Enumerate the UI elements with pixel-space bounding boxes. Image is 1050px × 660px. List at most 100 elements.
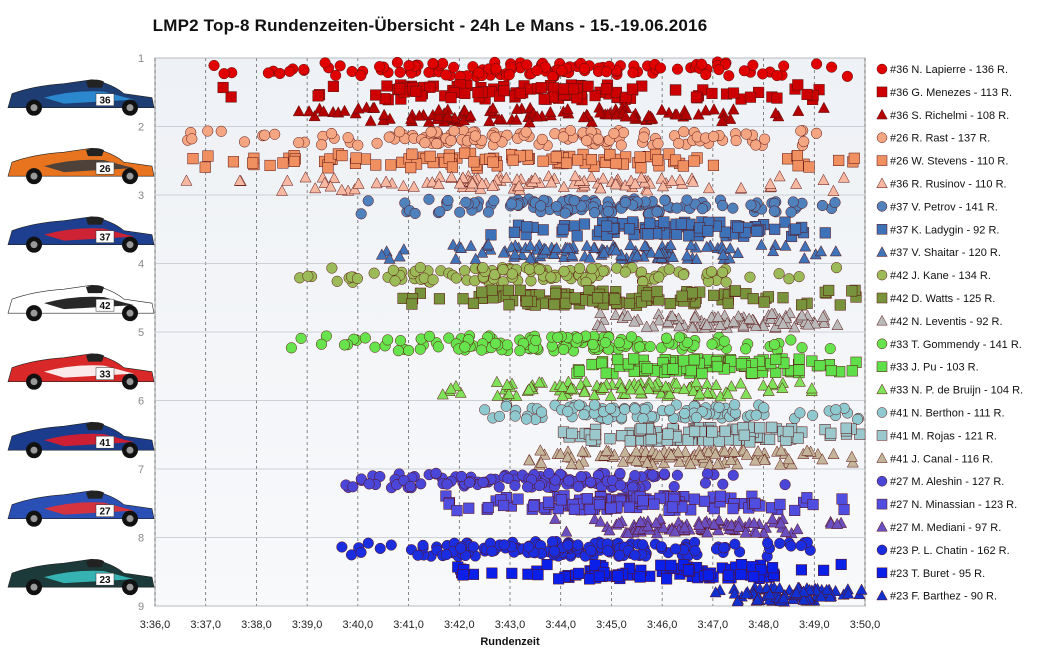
y-tick-label: 9: [138, 601, 144, 613]
data-point: [262, 67, 274, 79]
data-point: [362, 537, 374, 549]
data-point: [830, 404, 842, 416]
car-hub: [126, 104, 134, 112]
data-point: [818, 564, 830, 576]
car-image-36: 36: [7, 79, 155, 116]
x-tick-label: 3:36,0: [140, 619, 171, 631]
data-point: [627, 110, 640, 122]
data-point: [424, 81, 436, 93]
data-point: [493, 112, 505, 125]
data-point: [636, 80, 648, 92]
data-point: [671, 469, 683, 481]
data-point: [539, 243, 552, 255]
car-image-26: 26: [7, 147, 155, 185]
car-image-42: 42: [7, 284, 155, 322]
data-point: [580, 239, 593, 251]
data-point: [841, 70, 853, 82]
data-point: [699, 477, 712, 489]
data-point: [719, 226, 731, 238]
data-point: [371, 137, 383, 149]
data-point: [457, 569, 469, 581]
data-point: [508, 226, 520, 238]
data-point: [425, 126, 437, 138]
data-point: [493, 410, 506, 422]
data-point: [755, 238, 768, 250]
legend-item: #27 M. Mediani - 97 R.: [876, 520, 1001, 534]
data-point: [387, 264, 399, 276]
data-point: [793, 353, 805, 365]
data-point: [565, 382, 578, 394]
series-23: [709, 581, 868, 607]
data-point: [629, 469, 641, 482]
x-tick-label: 3:37,0: [190, 619, 221, 631]
data-point: [730, 135, 742, 147]
legend-label: #36 G. Menezes - 113 R.: [890, 87, 1012, 99]
data-point: [585, 476, 597, 488]
data-point: [503, 69, 515, 81]
data-point: [831, 517, 844, 529]
data-point: [446, 161, 459, 173]
data-point: [814, 360, 826, 372]
data-point: [747, 293, 759, 305]
series-2: [292, 101, 830, 128]
data-point: [658, 216, 670, 228]
data-point: [586, 359, 598, 371]
data-point: [464, 109, 477, 121]
legend-item: #33 N. P. de Bruijn - 104 R.: [876, 383, 1023, 397]
data-point: [696, 367, 708, 380]
data-point: [393, 126, 406, 138]
data-point: [407, 180, 420, 192]
data-point: [623, 223, 635, 235]
data-point: [807, 409, 819, 421]
data-point: [448, 125, 460, 137]
data-point: [693, 518, 706, 530]
data-point: [716, 114, 729, 127]
data-point: [432, 341, 444, 353]
data-point: [653, 246, 666, 258]
data-point: [573, 567, 585, 579]
data-point: [801, 444, 814, 456]
data-point: [589, 559, 601, 571]
data-point: [771, 69, 783, 82]
data-point: [489, 131, 501, 143]
data-point: [793, 271, 805, 283]
data-point: [521, 295, 533, 307]
data-point: [501, 378, 514, 390]
data-point: [476, 246, 489, 258]
data-point: [661, 573, 673, 585]
legend-label: #27 N. Minassian - 123 R.: [890, 499, 1017, 511]
car-number: 36: [99, 96, 111, 107]
data-point: [569, 292, 581, 304]
data-point: [739, 587, 752, 599]
legend-item: #33 J. Pu - 103 R.: [876, 361, 979, 374]
data-point: [584, 503, 596, 516]
data-point: [662, 428, 674, 440]
legend-label: #26 R. Rast - 137 R.: [890, 133, 990, 145]
data-point: [720, 276, 732, 288]
data-point: [827, 184, 840, 196]
data-point: [394, 83, 406, 95]
data-point: [628, 315, 641, 327]
data-point: [773, 581, 786, 594]
data-point: [799, 240, 812, 252]
data-point: [842, 587, 855, 599]
data-point: [817, 101, 830, 113]
data-point: [589, 90, 601, 102]
data-point: [370, 177, 383, 189]
data-point: [557, 131, 569, 143]
data-point: [634, 341, 646, 353]
data-point: [569, 220, 581, 232]
data-point: [809, 317, 822, 329]
data-point: [454, 386, 467, 398]
data-point: [352, 177, 365, 189]
data-point: [671, 63, 684, 75]
data-point: [767, 244, 780, 257]
data-point: [700, 318, 713, 330]
data-point: [670, 377, 683, 389]
data-point: [751, 225, 763, 237]
data-point: [512, 179, 525, 192]
data-point: [749, 454, 762, 466]
data-point: [638, 131, 650, 143]
data-point: [727, 87, 740, 99]
